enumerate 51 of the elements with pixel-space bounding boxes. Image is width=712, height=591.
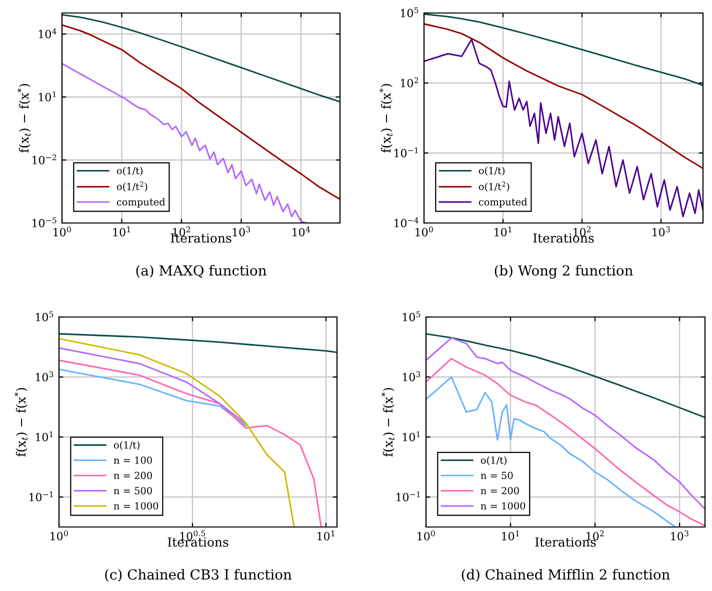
x-tick-label: 10$^{3}$ [232,226,250,236]
y-tick-label: 10$^{1}$ [402,431,420,442]
legend-label: n = 1000 [114,502,158,510]
legend-label: n = 200 [480,486,519,494]
legend-label: o(1/t) [114,441,140,450]
y-tick-label: 10$^{5}$ [36,311,54,322]
legend-label: computed [116,198,166,208]
x-tick-label: 10$^{0}$ [50,530,68,540]
legend-label: n = 500 [114,486,152,494]
y-tick-label: 10$^{3}$ [402,371,420,382]
y-tick-label: 10$^{1}$ [36,431,53,442]
y-tick-label: 10$^{−4}$ [394,217,418,228]
x-tick-label: 10$^{0}$ [418,530,435,540]
y-axis-title: f(x$_{t}$) − f(x$^{*}$) [381,388,395,457]
y-tick-label: 10$^{5}$ [400,7,418,18]
y-tick-label: 10$^{−1}$ [394,147,418,158]
text: (b) Wong 2 function [494,264,633,279]
y-tick-label: 10$^{−1}$ [29,491,53,502]
legend-label: n = 50 [480,472,513,480]
y-axis-title: f(x$_{t}$) − f(x$^{*}$) [379,84,393,153]
x-tick-label: 10$^{4}$ [292,226,310,236]
text: (d) Chained Mifflin 2 function [462,568,670,582]
legend-label: o(1/t$^{2}$) [478,182,510,192]
y-tick-label: 10$^{5}$ [402,311,420,322]
legend-label: o(1/t) [480,456,506,466]
x-tick-label: 10$^{3}$ [671,530,688,540]
legend-label: n = 200 [114,472,152,480]
legend-label: n = 1000 [480,502,526,510]
y-axis-title: f(x$_{t}$) − f(x$^{*}$) [17,84,31,153]
text: (a) MAXQ function [136,264,266,278]
x-tick-label: 10$^{0}$ [54,226,71,236]
y-tick-label: 10$^{−2}$ [32,154,56,164]
x-tick-label: 10$^{3}$ [652,226,670,236]
x-tick-label: 10$^{1}$ [318,530,334,540]
x-tick-label: 10$^{1}$ [113,226,130,236]
text: (c) Chained CB3 I function [105,568,292,582]
y-tick-label: 10$^{−5}$ [32,217,56,228]
y-tick-label: 10$^{−1}$ [396,491,420,502]
x-tick-label: 10$^{1}$ [502,530,519,540]
legend-label: computed [478,198,528,208]
x-tick-label: 10$^{0}$ [416,226,433,236]
y-tick-label: 10$^{4}$ [38,28,56,38]
x-tick-label: 10$^{1}$ [494,226,512,236]
legend-label: n = 100 [114,456,152,464]
y-tick-label: 10$^{1}$ [38,91,56,102]
y-tick-label: 10$^{2}$ [400,77,418,88]
legend-label: o(1/t) [478,166,504,176]
legend-label: o(1/t) [116,166,142,176]
legend-label: o(1/t$^{2}$) [116,182,148,192]
y-axis-title: f(x$_{t}$) − f(x$^{*}$) [14,388,28,457]
y-tick-label: 10$^{3}$ [36,371,54,382]
